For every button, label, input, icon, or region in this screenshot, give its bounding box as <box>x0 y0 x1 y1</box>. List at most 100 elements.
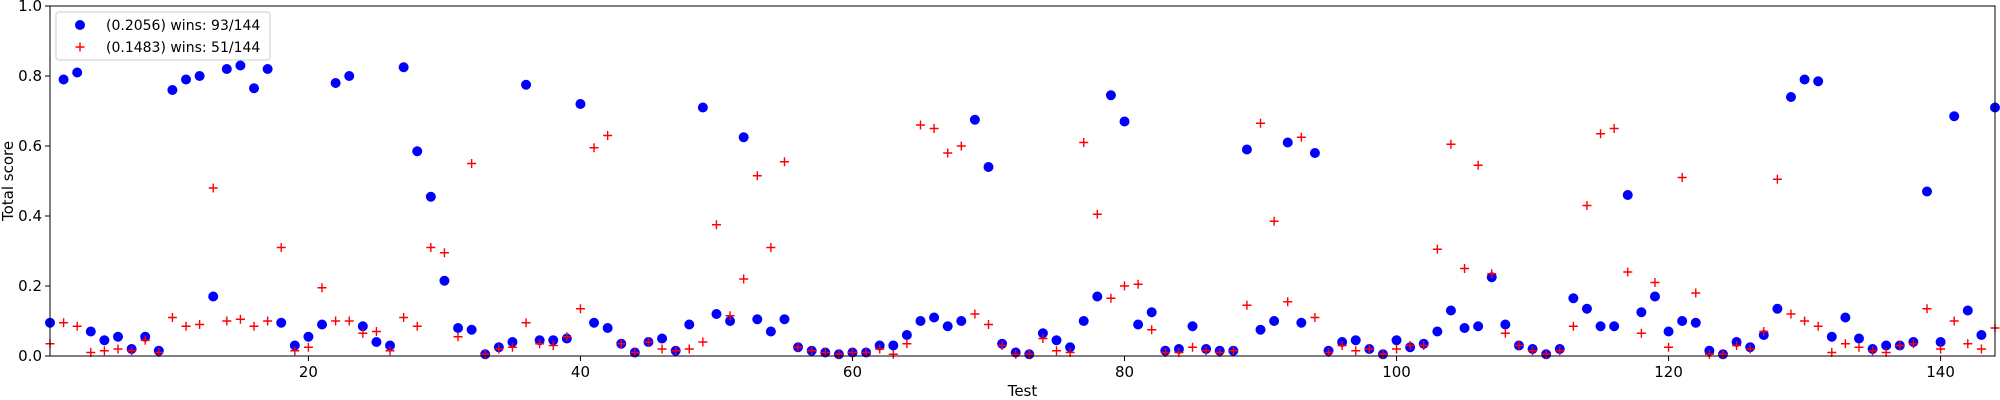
point-series-1 <box>1391 335 1402 346</box>
point-series-1 <box>1568 293 1579 304</box>
point-series-1 <box>85 326 96 337</box>
point-series-2 <box>657 344 667 354</box>
point-series-2 <box>1759 327 1769 336</box>
point-series-2 <box>385 346 395 356</box>
point-series-2 <box>439 248 449 258</box>
point-series-2 <box>1188 342 1198 352</box>
point-series-1 <box>1840 312 1851 323</box>
point-series-1 <box>167 85 178 95</box>
point-series-2 <box>521 318 531 328</box>
point-series-2 <box>1596 129 1606 139</box>
point-series-2 <box>1446 139 1456 149</box>
point-series-1 <box>1813 76 1824 87</box>
point-series-2 <box>997 341 1007 350</box>
point-series-2 <box>807 346 817 356</box>
point-series-1 <box>1622 190 1633 200</box>
point-series-2 <box>915 120 925 130</box>
point-series-2 <box>616 339 626 349</box>
point-series-1 <box>1785 92 1796 102</box>
point-series-2 <box>1106 293 1116 303</box>
point-series-2 <box>929 124 939 133</box>
point-series-1 <box>1241 144 1252 155</box>
point-series-2 <box>1772 174 1782 184</box>
legend-label-series-2: (0.1483) wins: 51/144 <box>106 40 260 56</box>
point-series-2 <box>1432 244 1442 254</box>
point-series-2 <box>1038 334 1048 343</box>
point-series-1 <box>738 132 749 143</box>
point-series-2 <box>1922 304 1932 314</box>
point-series-1 <box>969 114 980 125</box>
point-series-1 <box>357 321 368 332</box>
point-series-2 <box>467 159 477 168</box>
y-axis-ticks: 0.0 0.2 0.4 0.6 0.8 1.0 <box>18 0 50 365</box>
point-series-2 <box>1024 349 1034 359</box>
point-series-2 <box>1650 278 1660 287</box>
point-series-2 <box>1568 321 1578 331</box>
point-series-2 <box>1052 346 1061 356</box>
point-series-2 <box>1283 297 1293 307</box>
point-series-1 <box>58 74 69 85</box>
x-tick-label: 100 <box>1382 363 1411 381</box>
point-series-2 <box>1269 216 1279 226</box>
point-series-2 <box>222 316 232 326</box>
y-tick-label: 0.0 <box>18 347 42 365</box>
point-series-1 <box>657 333 668 344</box>
point-series-2 <box>1800 316 1810 326</box>
point-series-2 <box>453 332 463 342</box>
point-series-2 <box>1582 201 1592 210</box>
point-series-1 <box>888 340 899 351</box>
point-series-2 <box>1147 325 1157 335</box>
point-series-2 <box>711 220 721 230</box>
point-series-2 <box>725 311 735 321</box>
point-series-2 <box>1392 344 1402 354</box>
point-series-2 <box>1500 328 1510 338</box>
point-series-1 <box>1853 333 1864 344</box>
y-tick-label: 0.2 <box>18 277 42 295</box>
point-series-1 <box>983 162 994 172</box>
point-series-2 <box>290 346 300 356</box>
point-series-1 <box>1976 330 1987 340</box>
point-series-2 <box>1636 328 1646 338</box>
legend-label-series-1: (0.2056) wins: 93/144 <box>106 18 260 34</box>
point-series-2 <box>752 171 762 181</box>
point-series-1 <box>929 312 940 323</box>
point-series-1 <box>1935 337 1946 347</box>
point-series-2 <box>181 321 191 331</box>
point-series-2 <box>1011 349 1021 359</box>
point-series-2 <box>902 339 912 349</box>
point-series-2 <box>956 141 966 151</box>
point-series-1 <box>602 323 613 333</box>
point-series-2 <box>1908 339 1918 349</box>
y-tick-label: 1.0 <box>18 0 42 15</box>
point-series-2 <box>1120 281 1130 291</box>
point-series-2 <box>1718 349 1728 359</box>
point-series-1 <box>1187 321 1198 332</box>
legend-box <box>55 11 271 61</box>
point-series-1 <box>589 317 600 328</box>
point-series-2 <box>249 321 259 331</box>
point-series-2 <box>1677 173 1687 182</box>
point-series-1 <box>901 330 912 340</box>
point-series-2 <box>1949 316 1959 326</box>
point-series-2 <box>643 337 653 347</box>
point-series-1 <box>194 71 205 81</box>
point-series-1 <box>1826 331 1837 342</box>
legend: (0.2056) wins: 93/144 (0.1483) wins: 51/… <box>55 11 271 61</box>
y-axis-label: Total score <box>0 141 17 222</box>
point-series-2 <box>888 349 898 359</box>
point-series-2 <box>1256 118 1266 128</box>
point-series-1 <box>1459 323 1470 333</box>
point-series-1 <box>317 319 328 330</box>
point-series-1 <box>1350 335 1361 346</box>
point-series-1 <box>1581 303 1592 314</box>
point-series-1 <box>752 314 763 325</box>
x-axis-ticks: 20 40 60 80 100 120 140 <box>299 356 1955 381</box>
point-series-2 <box>371 327 381 336</box>
point-series-2 <box>426 243 436 252</box>
point-series-1 <box>330 78 341 88</box>
point-series-1 <box>575 99 586 109</box>
point-series-2 <box>72 321 82 331</box>
point-series-2 <box>1364 344 1374 354</box>
point-series-1 <box>262 64 273 74</box>
point-series-1 <box>1500 319 1511 330</box>
